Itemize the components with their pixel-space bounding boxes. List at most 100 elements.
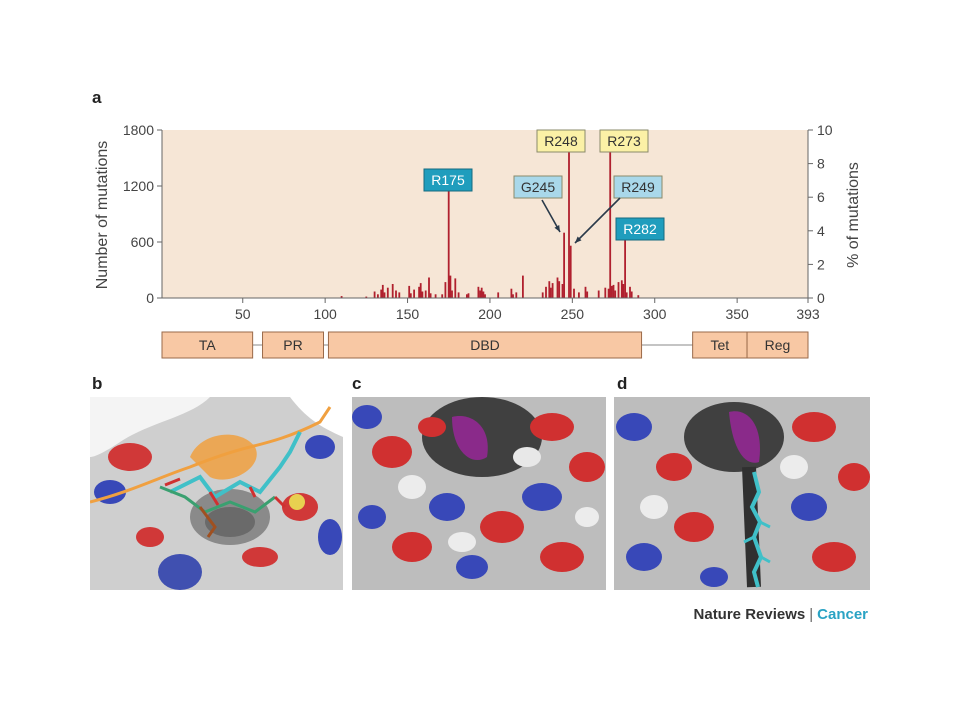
mutation-bar	[637, 295, 640, 298]
domain-label: PR	[283, 337, 302, 353]
mutation-bar	[482, 291, 485, 298]
annotation-arrow-g245-head	[554, 225, 560, 232]
mutation-bar	[541, 292, 544, 298]
annotation-label: R273	[607, 133, 641, 149]
annotation-label: R249	[621, 179, 655, 195]
annotation-box	[423, 168, 473, 192]
mutation-bar	[381, 284, 384, 298]
y-tick-label-right: 0	[817, 290, 825, 306]
domain-box	[161, 331, 254, 359]
plot-background	[162, 130, 808, 298]
mutation-bar	[584, 286, 587, 298]
y-axis-label-left: Number of mutations	[94, 141, 111, 290]
footer-separator: |	[809, 606, 814, 623]
mutation-bar	[563, 232, 565, 298]
x-tick-label: 150	[396, 306, 420, 322]
annotation-label: R282	[623, 221, 657, 237]
mutation-bar	[484, 294, 486, 298]
mutation-bar	[340, 296, 343, 298]
mutation-bar	[497, 292, 500, 298]
mutation-bar	[545, 286, 547, 298]
y-tick-label-right: 8	[817, 156, 825, 172]
panel-label-d: d	[617, 374, 628, 393]
journal-footer: Nature Reviews | Cancer	[694, 606, 868, 623]
annotation-box	[536, 129, 586, 153]
mutation-bar	[614, 290, 617, 298]
mutation-bar	[578, 292, 580, 298]
mutation-bar	[451, 290, 453, 298]
annotation-label: R175	[431, 172, 465, 188]
mutation-bar	[561, 284, 564, 298]
mutation-bar	[573, 288, 575, 298]
domain-box	[692, 331, 748, 359]
mutation-bar	[611, 285, 613, 298]
mutation-chart: 0 600 1200 1800 0 2 4 6 8 10 50 100 150 200 250 300 350 3…	[94, 122, 862, 359]
mutation-bar	[409, 293, 412, 298]
mutation-bar	[373, 291, 376, 298]
y-tick-label-left: 600	[131, 234, 155, 250]
y-tick-label-right: 4	[817, 223, 825, 239]
mutation-bar	[395, 290, 397, 298]
mutation-bar	[625, 292, 628, 298]
x-tick-label: 300	[643, 306, 667, 322]
x-tick-label: 200	[478, 306, 502, 322]
mutation-bar	[413, 289, 415, 298]
mutation-bar	[604, 287, 607, 298]
mutation-bar	[444, 282, 447, 298]
mutation-bar	[424, 290, 427, 298]
x-tick-label: 250	[561, 306, 585, 322]
mutation-bar	[449, 275, 452, 298]
domain-box	[746, 331, 809, 359]
mutation-bar	[441, 294, 444, 298]
mutation-bar	[419, 283, 422, 298]
mutation-bar	[398, 292, 401, 298]
mutation-bar	[510, 288, 513, 298]
annotation-box	[599, 129, 649, 153]
mutation-bar	[515, 292, 518, 298]
mutation-bar	[569, 245, 572, 298]
mutation-bar	[383, 292, 386, 298]
mutation-bar	[428, 277, 430, 298]
mutation-bar	[622, 284, 625, 298]
mutation-bar	[477, 286, 480, 298]
mutation-bar	[479, 290, 481, 298]
domain-label: Tet	[710, 337, 729, 353]
annotation-arrow-r249-head	[575, 236, 582, 243]
annotation-box	[613, 175, 663, 199]
x-tick-label: 350	[725, 306, 749, 322]
domain-label: DBD	[470, 337, 500, 353]
mutation-bar	[609, 148, 612, 298]
mutation-bar	[568, 148, 570, 298]
protein-domains: TA PR DBD Tet Reg	[161, 331, 809, 359]
mutation-bar	[421, 291, 424, 298]
mutation-bar	[620, 280, 623, 298]
x-tick-label: 50	[235, 306, 251, 322]
annotation-box	[513, 175, 563, 199]
mutation-bar	[586, 291, 589, 298]
mutation-bar	[551, 283, 554, 298]
y-axis-label-right: % of mutations	[845, 162, 862, 268]
domain-box	[262, 331, 325, 359]
y-tick-label-right: 2	[817, 256, 825, 272]
mutation-bar	[558, 281, 561, 298]
mutation-bar	[597, 290, 600, 298]
annotation-arrow-r249	[574, 197, 621, 244]
mutation-bar	[408, 285, 411, 298]
panel-label-a: a	[92, 88, 102, 107]
structure-image-b	[90, 397, 343, 590]
axes: 0 600 1200 1800 0 2 4 6 8 10 50 100 150 200 250 300 350 3…	[123, 122, 833, 322]
mutation-bar	[550, 287, 552, 298]
annotations: R175 R248 R273 G245 R249 R282	[423, 129, 665, 244]
mutation-bar	[447, 187, 450, 298]
mutation-bars	[340, 148, 640, 298]
mutation-bar	[377, 294, 379, 298]
domain-label: Reg	[765, 337, 791, 353]
y-tick-label-right: 6	[817, 189, 825, 205]
mutation-bar	[391, 284, 394, 298]
y-tick-label-right: 10	[817, 122, 833, 138]
mutation-bar	[512, 294, 514, 298]
journal-section: Cancer	[817, 606, 868, 623]
mutation-bar	[429, 293, 432, 298]
y-tick-label-left: 1200	[123, 178, 154, 194]
domain-label: TA	[199, 337, 217, 353]
